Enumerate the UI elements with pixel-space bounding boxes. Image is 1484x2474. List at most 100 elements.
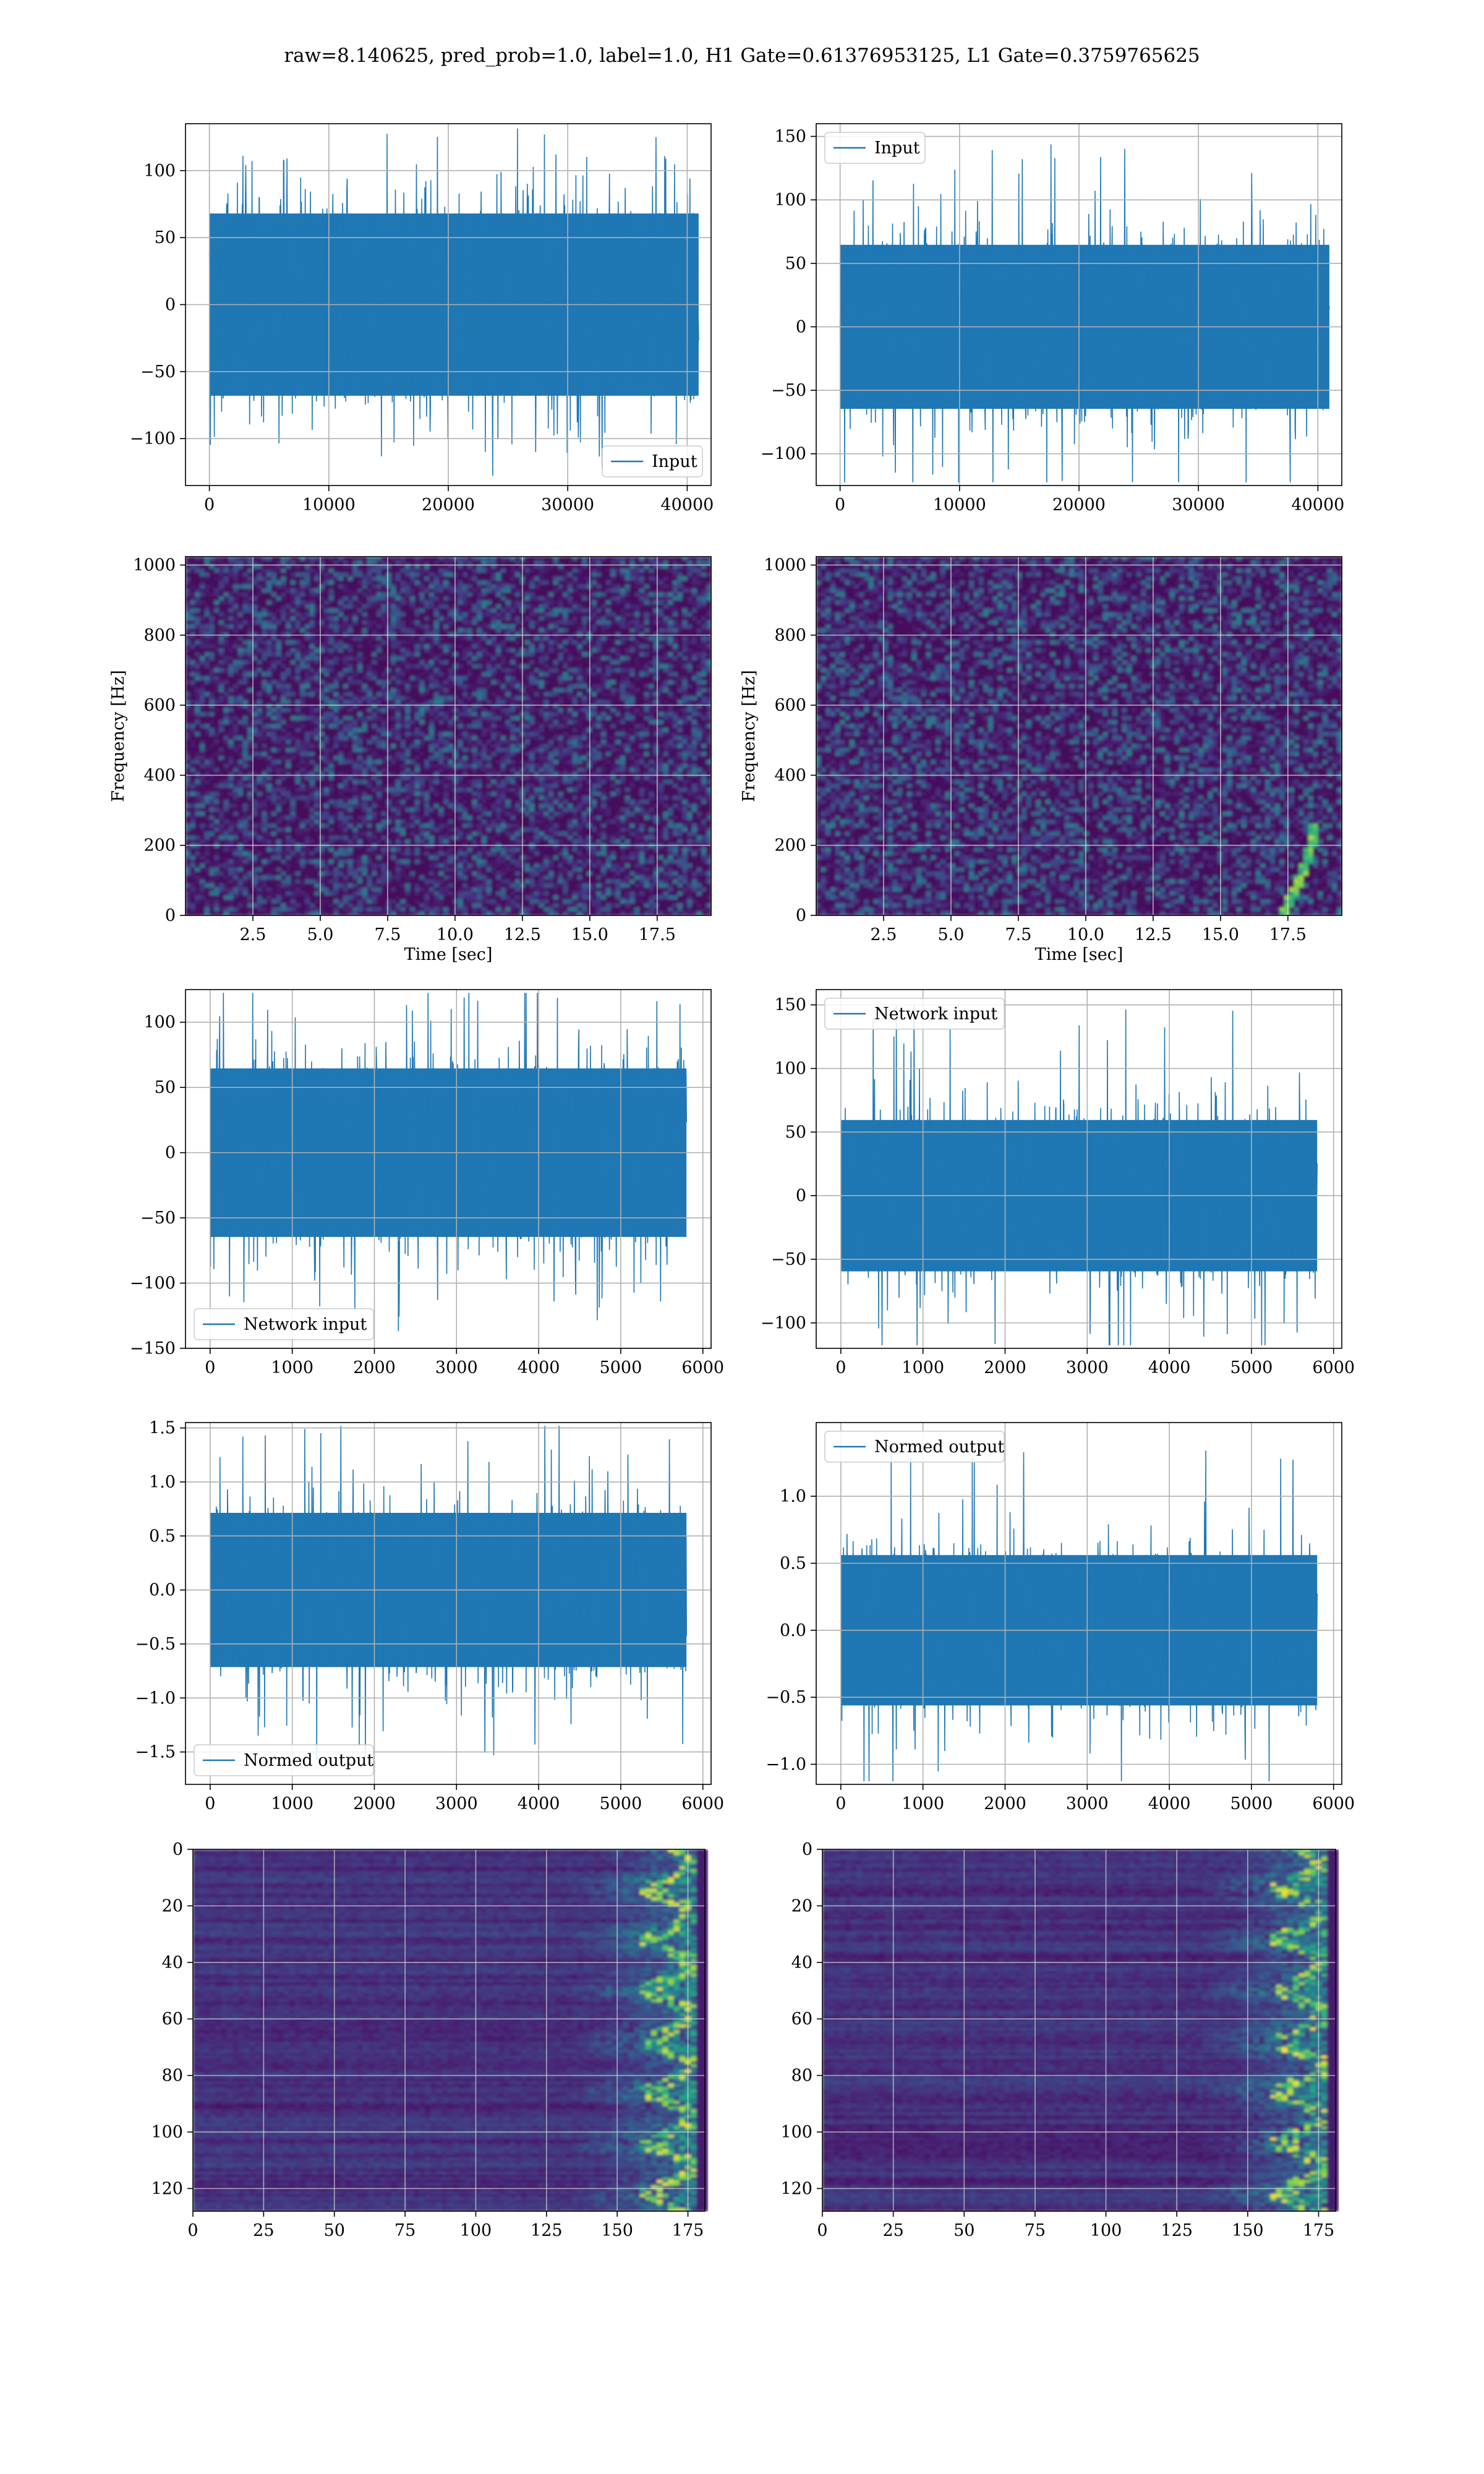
x-tick-label: 175 xyxy=(672,2221,704,2240)
x-tick-label: 7.5 xyxy=(374,925,401,944)
x-tick-label: 6000 xyxy=(1312,1358,1355,1377)
y-tick-label: 50 xyxy=(785,1123,806,1142)
grid-lines xyxy=(186,990,711,1349)
x-tick-label: 2.5 xyxy=(870,925,897,944)
heatmap-cells xyxy=(186,557,712,916)
x-tick-label: 5000 xyxy=(600,1794,642,1813)
y-tick-label: 80 xyxy=(791,2066,812,2086)
y-tick-label: 120 xyxy=(780,2179,812,2198)
y-tick-label: 100 xyxy=(143,161,176,181)
x-tick-label: 2000 xyxy=(353,1794,396,1813)
x-tick-label: 20000 xyxy=(1052,495,1106,515)
x-tick-label: 75 xyxy=(394,2221,416,2240)
y-tick-label: 0.5 xyxy=(780,1554,806,1573)
y-tick-label: 600 xyxy=(774,696,806,715)
x-tick-label: 6000 xyxy=(681,1794,724,1813)
axes-frame xyxy=(185,123,712,486)
legend-label: Input xyxy=(874,139,920,158)
subplot-p8: 0 1000 2000 3000 4000 5000 6000 −1.0 −0.5 0.0 0.5 1… xyxy=(765,1422,1355,1813)
y-tick-label: 40 xyxy=(791,1953,812,1972)
x-tick-label: 20000 xyxy=(422,495,475,515)
y-tick-label: 1.0 xyxy=(780,1487,806,1506)
figure-title: raw=8.140625, pred_prob=1.0, label=1.0, … xyxy=(284,45,1200,67)
x-tick-label: 50 xyxy=(953,2221,974,2240)
legend: Normed output xyxy=(824,1431,1005,1463)
y-tick-label: 0 xyxy=(173,1840,183,1859)
legend-label: Network input xyxy=(874,1004,997,1024)
x-tick-label: 25 xyxy=(253,2221,274,2240)
legend: Input xyxy=(602,445,703,477)
y-tick-label: −50 xyxy=(140,1209,176,1228)
legend-label: Input xyxy=(652,452,697,471)
y-tick-label: −100 xyxy=(130,1274,176,1293)
x-tick-label: 3000 xyxy=(1066,1794,1109,1813)
subplot-p4: 2.5 5.0 7.5 10.0 12.5 15.0 17.5 0 200 400 600 800 10… xyxy=(740,556,1342,964)
x-tick-label: 0 xyxy=(835,495,845,515)
x-tick-label: 0 xyxy=(835,1794,846,1813)
y-tick-label: 0.0 xyxy=(780,1621,806,1640)
y-tick-label: −1.0 xyxy=(765,1755,806,1774)
x-tick-label: 2000 xyxy=(353,1358,396,1377)
x-tick-label: 75 xyxy=(1025,2221,1046,2240)
x-tick-label: 3000 xyxy=(1066,1358,1109,1377)
x-axis-label: Time [sec] xyxy=(1035,945,1124,964)
y-tick-label: 40 xyxy=(162,1953,183,1972)
subplot-p3: 2.5 5.0 7.5 10.0 12.5 15.0 17.5 0 200 400 600 800 10… xyxy=(109,556,712,964)
y-tick-label: 20 xyxy=(791,1896,812,1915)
axes-frame xyxy=(185,556,712,916)
y-tick-label: −1.0 xyxy=(135,1689,176,1708)
axes-frame xyxy=(816,123,1342,486)
x-tick-label: 150 xyxy=(601,2221,633,2240)
x-tick-label: 6000 xyxy=(1312,1794,1355,1813)
x-tick-label: 0 xyxy=(817,2221,827,2240)
y-tick-label: 800 xyxy=(774,626,806,645)
y-tick-label: 0 xyxy=(802,1840,812,1859)
y-tick-label: 600 xyxy=(143,696,176,715)
x-tick-label: 100 xyxy=(1090,2221,1122,2240)
y-tick-label: 60 xyxy=(162,2010,183,2029)
y-tick-label: 150 xyxy=(774,996,806,1015)
subplot-p6: 0 1000 2000 3000 4000 5000 6000 −100 −50 0 50 100 15… xyxy=(761,989,1355,1377)
y-tick-label: 100 xyxy=(774,1059,806,1079)
y-tick-label: −50 xyxy=(140,362,176,382)
y-tick-label: −100 xyxy=(761,1314,806,1333)
heatmap-cells xyxy=(816,557,1342,916)
x-tick-label: 5000 xyxy=(600,1358,642,1377)
x-tick-label: 5000 xyxy=(1230,1358,1273,1377)
y-tick-label: 200 xyxy=(143,836,176,855)
x-tick-label: 15.0 xyxy=(1202,925,1239,944)
series-line-p1 xyxy=(208,128,699,476)
y-tick-label: 1.5 xyxy=(149,1419,176,1438)
legend-label: Network input xyxy=(244,1315,367,1334)
x-tick-label: 1000 xyxy=(902,1794,944,1813)
x-axis-label: Time [sec] xyxy=(404,945,493,964)
subplot-p9: 0 25 50 75 100 125 150 175 0 20 40 60 80 100 120 xyxy=(151,1840,709,2240)
y-tick-label: 60 xyxy=(791,2010,812,2029)
heatmap-cells xyxy=(193,1849,709,2212)
legend: Network input xyxy=(824,998,1005,1030)
legend: Input xyxy=(824,132,926,164)
x-tick-label: 30000 xyxy=(1172,495,1225,515)
x-tick-label: 0 xyxy=(835,1358,846,1377)
y-tick-label: 100 xyxy=(151,2123,183,2142)
subplot-grid: 0 10000 20000 30000 40000−100−50050100Input0… xyxy=(109,123,1355,2240)
y-tick-label: −0.5 xyxy=(135,1635,176,1654)
x-tick-label: 0 xyxy=(204,495,215,515)
y-tick-label: 100 xyxy=(774,190,806,210)
x-tick-label: 15.0 xyxy=(571,925,608,944)
legend-box xyxy=(824,132,926,164)
x-tick-label: 40000 xyxy=(660,495,714,515)
y-tick-label: 50 xyxy=(785,254,806,273)
axes-frame xyxy=(816,1422,1342,1785)
axes-frame xyxy=(192,1849,706,2212)
x-tick-label: 10000 xyxy=(302,495,356,515)
y-tick-label: 50 xyxy=(155,1078,176,1097)
heatmap-cells xyxy=(822,1849,1339,2212)
grid-lines xyxy=(816,990,1342,1348)
legend-box xyxy=(824,1431,1005,1463)
x-tick-label: 2.5 xyxy=(239,925,266,944)
subplot-p2: 0 10000 20000 30000 40000 −100 −50 0 50 100 150 Inp… xyxy=(761,123,1344,515)
x-tick-label: 4000 xyxy=(518,1794,560,1813)
y-tick-label: 0 xyxy=(796,317,806,336)
x-tick-label: 4000 xyxy=(1148,1794,1191,1813)
